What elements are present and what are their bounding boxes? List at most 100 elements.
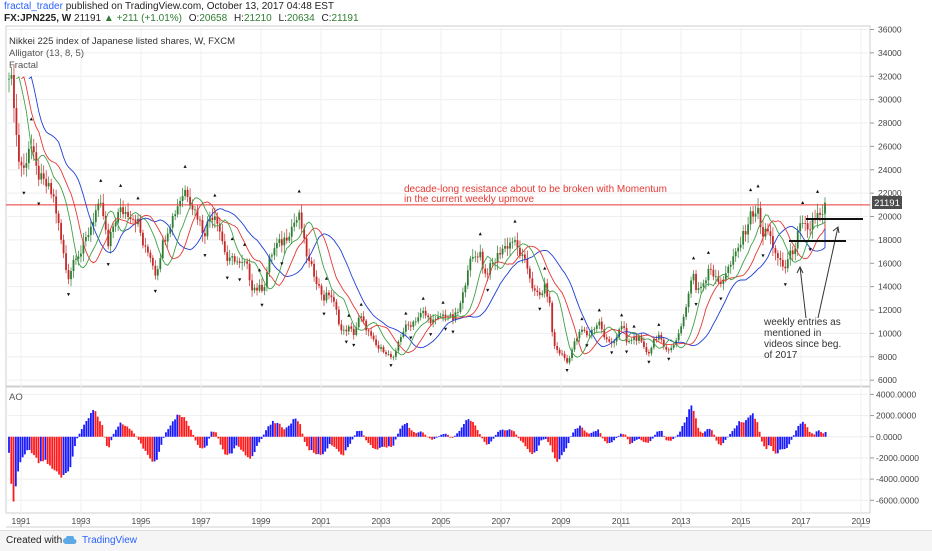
candle-body bbox=[176, 206, 179, 215]
ao-bar bbox=[340, 436, 342, 455]
candle-body bbox=[523, 254, 526, 259]
candle-body bbox=[623, 326, 626, 328]
ao-bar bbox=[590, 432, 593, 437]
candle-body bbox=[538, 292, 541, 296]
ao-bar bbox=[772, 436, 775, 452]
ao-bar bbox=[153, 436, 156, 462]
candle-body bbox=[208, 217, 211, 222]
ao-bar bbox=[231, 436, 233, 454]
fractal-down-marker bbox=[565, 368, 569, 372]
ao-bar bbox=[606, 436, 609, 444]
ao-bar bbox=[665, 436, 668, 441]
candle-body bbox=[439, 316, 442, 318]
ao-bar bbox=[444, 433, 447, 437]
ao-bar bbox=[319, 436, 322, 455]
candle-body bbox=[677, 333, 680, 341]
ao-bar bbox=[187, 425, 190, 437]
ao-bar bbox=[10, 436, 13, 484]
candle-body bbox=[256, 287, 258, 291]
ao-bar bbox=[85, 420, 88, 437]
candle-body bbox=[784, 266, 787, 269]
ao-bar bbox=[349, 436, 352, 444]
fractal-up-marker bbox=[404, 311, 408, 315]
candle-body bbox=[767, 228, 769, 232]
ao-bar bbox=[813, 434, 816, 437]
ao-bar bbox=[710, 430, 713, 437]
ao-bar bbox=[256, 436, 258, 446]
ao-bar bbox=[133, 433, 136, 437]
candle-body bbox=[370, 331, 373, 336]
candle-body bbox=[246, 261, 249, 264]
author-link[interactable]: fractal_trader bbox=[4, 1, 63, 12]
candle-body bbox=[206, 221, 209, 237]
ao-bar bbox=[119, 422, 122, 437]
candle-body bbox=[702, 283, 705, 287]
ao-bar bbox=[779, 436, 782, 450]
fractal-up-marker bbox=[183, 164, 187, 168]
candle-body bbox=[273, 248, 276, 256]
candle-body bbox=[57, 213, 60, 223]
ao-bar bbox=[788, 436, 791, 445]
candle-body bbox=[655, 339, 658, 340]
fractal-down-marker bbox=[106, 263, 110, 267]
candle-body bbox=[35, 152, 38, 166]
candle-body bbox=[794, 248, 797, 255]
price-tick-label: 12000 bbox=[878, 305, 902, 315]
candle-body bbox=[236, 261, 239, 263]
ao-bar bbox=[792, 435, 795, 437]
fractal-down-marker bbox=[260, 303, 264, 307]
candle-body bbox=[387, 353, 390, 355]
fractal-down-marker bbox=[624, 350, 629, 354]
candle-body bbox=[179, 200, 182, 207]
price-tick-label: 10000 bbox=[878, 328, 902, 338]
candle-body bbox=[62, 239, 65, 254]
ao-bar bbox=[335, 436, 338, 449]
ao-bar bbox=[14, 436, 17, 487]
candle-body bbox=[87, 234, 90, 238]
tradingview-brand-link[interactable]: TradingView bbox=[82, 535, 138, 546]
candle-body bbox=[360, 316, 363, 318]
candle-body bbox=[526, 258, 529, 269]
candle-body bbox=[231, 256, 234, 258]
high-value: 21210 bbox=[243, 13, 272, 24]
ao-bar bbox=[720, 436, 722, 446]
ao-bar bbox=[660, 430, 663, 437]
ao-bar bbox=[453, 435, 456, 437]
ao-bar bbox=[117, 426, 120, 437]
candle-body bbox=[514, 240, 516, 242]
candle-body bbox=[404, 324, 407, 332]
fractal-down-marker bbox=[389, 364, 393, 368]
fractal-up-marker bbox=[620, 313, 624, 317]
ao-legend: AO bbox=[9, 392, 23, 403]
ao-bar bbox=[28, 436, 31, 451]
candle-body bbox=[315, 276, 318, 285]
fractal-down-marker bbox=[153, 289, 157, 293]
ao-bar bbox=[428, 436, 431, 439]
ao-bar bbox=[169, 425, 172, 437]
fractal-up-marker bbox=[815, 189, 820, 193]
ao-bar bbox=[822, 433, 825, 437]
ao-bar bbox=[49, 436, 51, 466]
ao-bar bbox=[262, 434, 265, 437]
candle-body bbox=[459, 303, 462, 312]
candle-body bbox=[139, 218, 142, 233]
ao-bar bbox=[374, 436, 377, 449]
ao-bar bbox=[574, 428, 577, 437]
candle-body bbox=[737, 247, 740, 252]
candle-body bbox=[519, 247, 521, 256]
ao-bar bbox=[301, 433, 304, 437]
candle-body bbox=[228, 257, 231, 261]
low-value: 20634 bbox=[286, 13, 315, 24]
ao-bar bbox=[726, 436, 729, 438]
ao-bar bbox=[729, 433, 731, 437]
entries-note-line3: videos since beg. bbox=[764, 339, 841, 350]
ao-bar bbox=[540, 436, 543, 441]
ao-bar bbox=[92, 410, 95, 437]
ao-bar bbox=[756, 422, 759, 437]
entries-note-line2: mentioned in bbox=[764, 328, 821, 339]
ao-bar bbox=[597, 429, 600, 437]
alligator-jaw-line bbox=[28, 76, 826, 349]
chart-area[interactable]: 6000 8000 10000 12000 14000 16000 18000 20000 22… bbox=[0, 0, 932, 530]
last-price: 21191 bbox=[74, 13, 102, 24]
ao-bar bbox=[403, 424, 406, 437]
